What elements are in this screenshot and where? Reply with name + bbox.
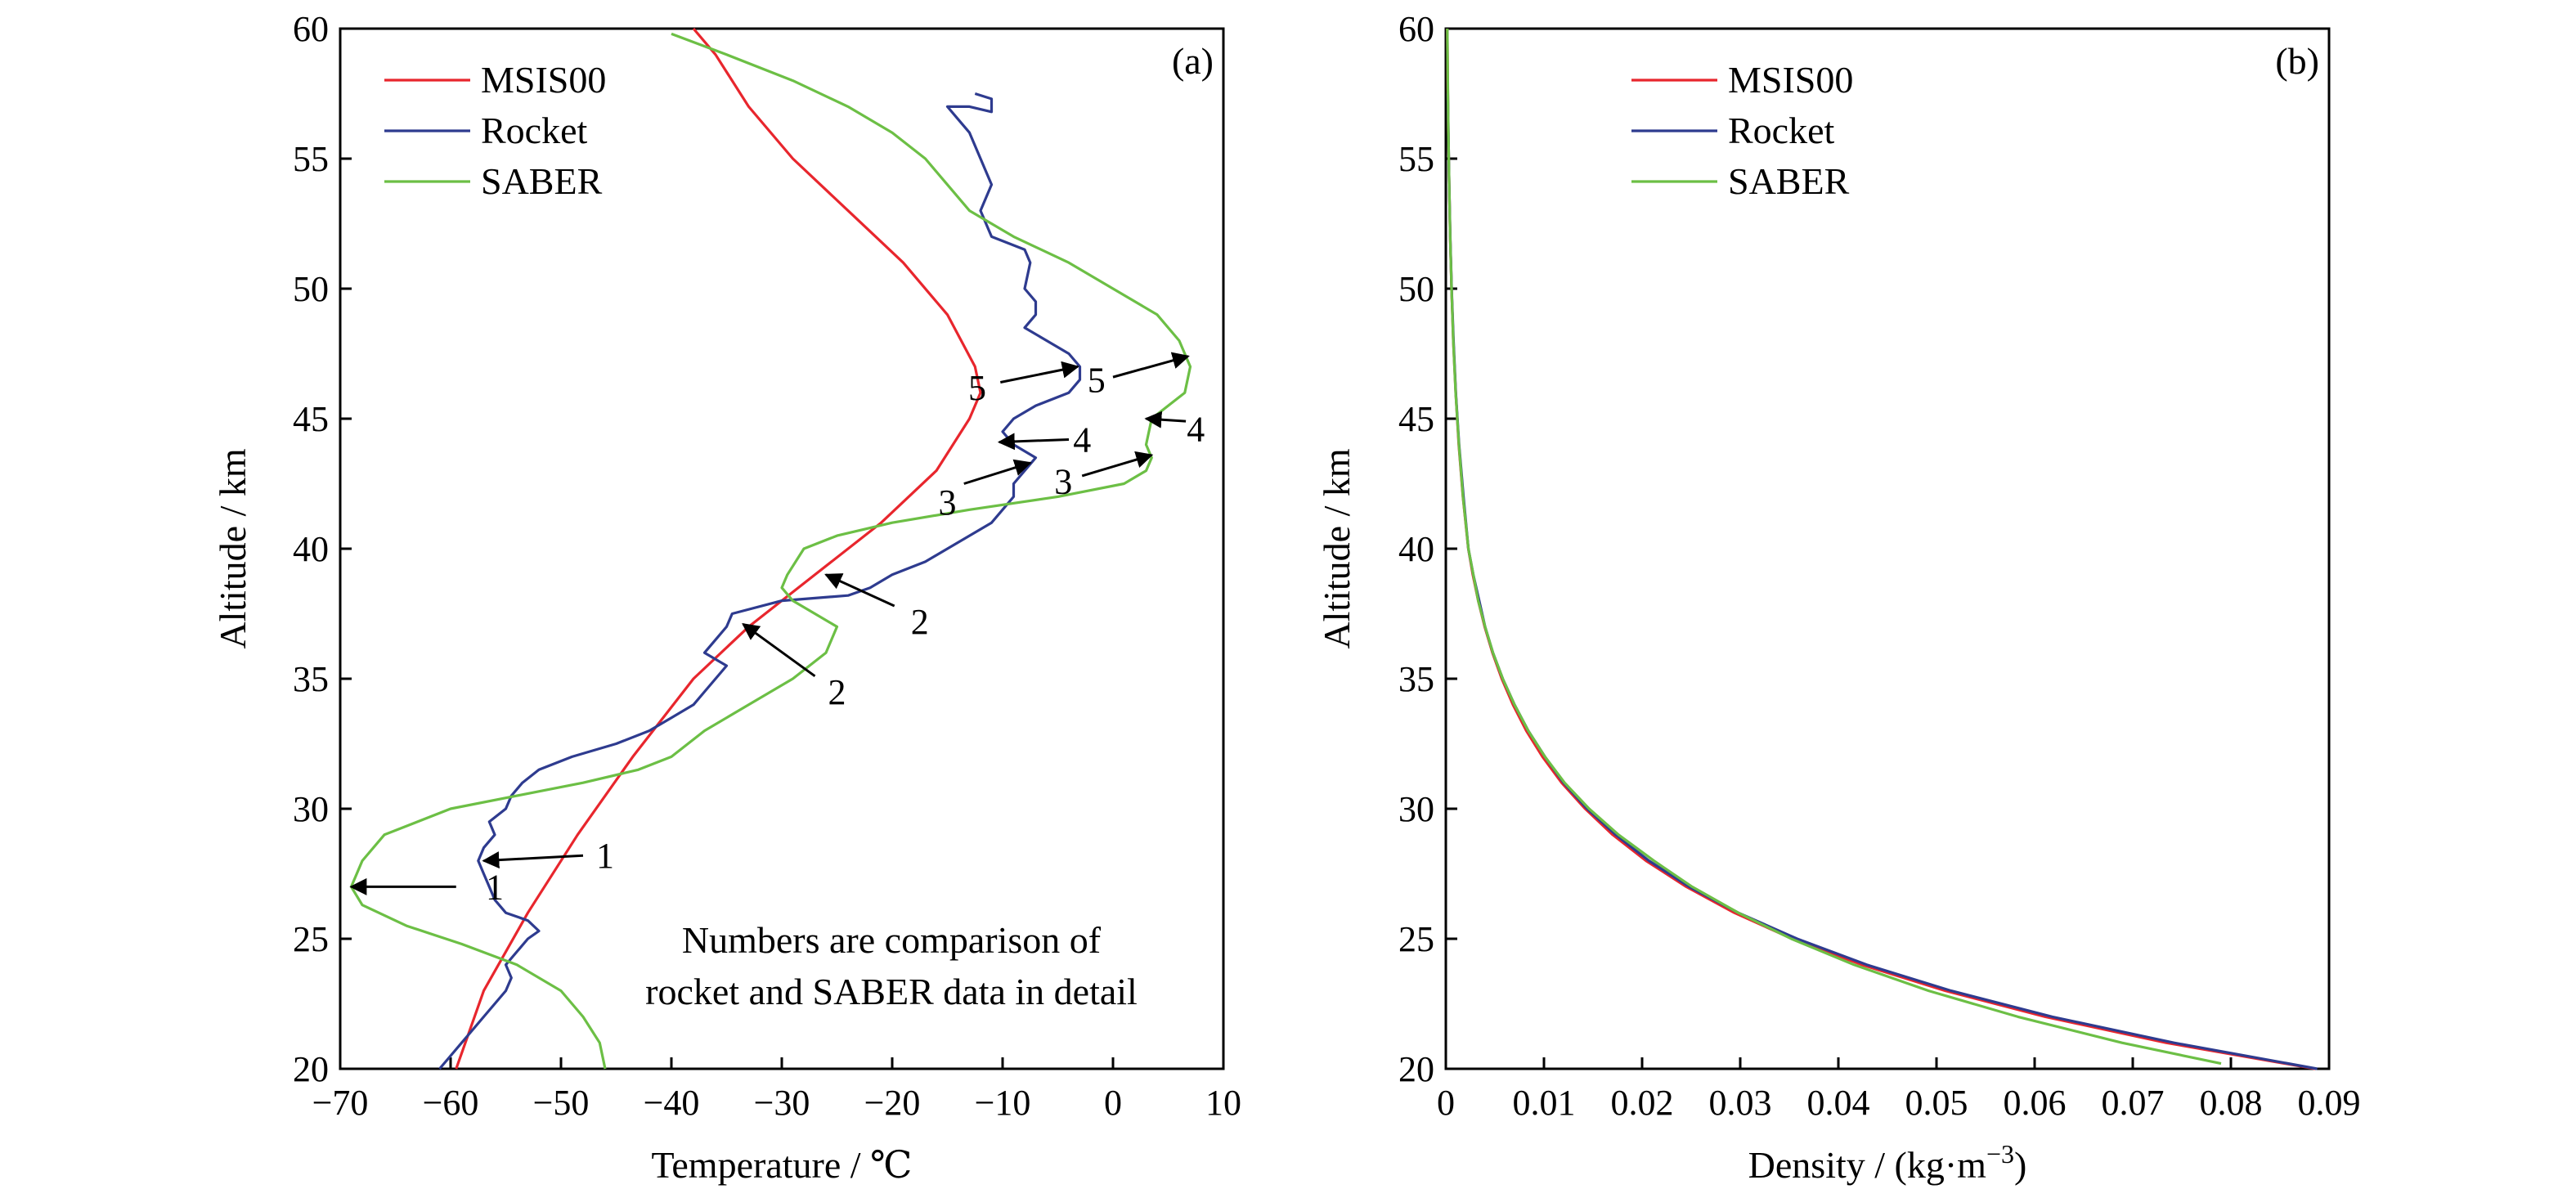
panel-a-ytick-label: 60 <box>293 9 329 49</box>
panel-a-ytick-label: 40 <box>293 529 329 569</box>
panel-a-ytick-label: 45 <box>293 399 329 439</box>
annotation-arrow-5 <box>1112 352 1190 379</box>
panel-b-series-rocket <box>1446 93 2318 1070</box>
panel-a-series-saber <box>349 32 1192 1070</box>
panel-a-note-line-2: rocket and SABER data in detail <box>645 971 1138 1012</box>
annotation-arrow-3 <box>963 459 1032 485</box>
panel-b-legend: MSIS00 Rocket SABER <box>1631 59 1853 202</box>
panel-b-legend-label-saber: SABER <box>1728 160 1850 202</box>
panel-b-ytick-label: 35 <box>1398 659 1434 699</box>
panel-a-series <box>349 27 1192 1070</box>
panel-b-ytick-label: 45 <box>1398 399 1434 439</box>
panel-b-xtick-label: 0.08 <box>2200 1083 2263 1123</box>
panel-a-xlabel: Temperature / ℃ <box>652 1144 913 1186</box>
panel-b-ytick-label: 20 <box>1398 1049 1434 1089</box>
panel-a-note-line-1: Numbers are comparison of <box>682 919 1102 961</box>
annotation-label-5: 5 <box>968 368 986 408</box>
panel-b-series <box>1446 28 2318 1070</box>
annotation-arrow-4 <box>997 433 1070 451</box>
panel-b-xtick-label: 0.07 <box>2102 1083 2165 1123</box>
panel-b-series-msis00 <box>1446 28 2316 1070</box>
panel-b-ytick-label: 60 <box>1398 9 1434 49</box>
panel-b-ylabel: Altitude / km <box>1316 448 1358 649</box>
annotation-arrow-1 <box>482 851 584 869</box>
annotation-label-2: 2 <box>911 602 929 642</box>
panel-b-legend-label-msis00: MSIS00 <box>1728 59 1853 101</box>
panel-b-ticks: 0 0.01 0.02 0.03 0.04 0.05 0.06 0.07 0.08 0.09 20 2… <box>1398 9 2361 1123</box>
panel-b-xlabel-exponent: −3 <box>1986 1139 2014 1169</box>
panel-a-legend-label-rocket: Rocket <box>481 110 588 151</box>
panel-b-label: (b) <box>2275 40 2319 82</box>
annotation-label-4: 4 <box>1073 420 1091 460</box>
panel-b-legend-label-rocket: Rocket <box>1728 110 1835 151</box>
panel-a-xtick-label: −40 <box>644 1083 700 1123</box>
panel-b-xtick-label: 0.05 <box>1905 1083 1968 1123</box>
annotation-label-3: 3 <box>939 482 957 523</box>
annotation-arrow-4 <box>1144 411 1187 428</box>
panel-b-xtick-label: 0.02 <box>1611 1083 1674 1123</box>
panel-a-frame <box>339 27 1225 1070</box>
annotation-arrow-3 <box>1081 451 1154 478</box>
panel-a-ticks: −70 −60 −50 −40 −30 −20 −10 0 102025303540455055… <box>293 9 1241 1123</box>
annotation-arrow-2 <box>824 573 895 608</box>
panel-b-xlabel: Density / (kg·m−3) <box>1748 1139 2027 1186</box>
panel-a-legend-label-saber: SABER <box>481 160 603 202</box>
panel-b-ytick-label: 30 <box>1398 789 1434 829</box>
panel-b-xtick-label: 0.06 <box>2004 1083 2067 1123</box>
annotation-label-5: 5 <box>1088 360 1106 400</box>
panel-b-xtick-label: 0.01 <box>1513 1083 1576 1123</box>
panel-b-xlabel-close: ) <box>2014 1144 2026 1186</box>
panel-a-xtick-label: 10 <box>1205 1083 1241 1123</box>
panel-b-xtick-label: 0.04 <box>1807 1083 1870 1123</box>
panel-a-legend-label-msis00: MSIS00 <box>481 59 606 101</box>
panel-a-xtick-label: −10 <box>975 1083 1031 1123</box>
panel-b-frame <box>1444 27 2331 1070</box>
panel-a: −70 −60 −50 −40 −30 −20 −10 0 102025303540455055… <box>212 9 1241 1186</box>
panel-b-series-saber <box>1446 28 2222 1066</box>
panel-a-series-rocket <box>438 92 1082 1070</box>
panel-b-xlabel-text: Density / (kg·m <box>1748 1144 1987 1186</box>
panel-a-ytick-label: 20 <box>293 1049 329 1089</box>
panel-a-ytick-label: 30 <box>293 789 329 829</box>
annotation-label-2: 2 <box>828 672 846 712</box>
panel-b-xtick-label: 0.09 <box>2298 1083 2361 1123</box>
panel-b: 0 0.01 0.02 0.03 0.04 0.05 0.06 0.07 0.08 0.09 20 2… <box>1316 9 2361 1186</box>
annotation-label-4: 4 <box>1187 410 1205 450</box>
panel-a-xtick-label: −50 <box>533 1083 590 1123</box>
panel-a-ytick-label: 35 <box>293 659 329 699</box>
panel-a-ytick-label: 25 <box>293 919 329 959</box>
annotation-label-3: 3 <box>1054 461 1072 501</box>
panel-a-series-msis00 <box>455 27 982 1070</box>
panel-b-ytick-label: 50 <box>1398 269 1434 309</box>
panel-a-ytick-label: 55 <box>293 139 329 179</box>
annotation-label-1: 1 <box>596 836 614 876</box>
panel-a-ylabel: Altitude / km <box>212 448 254 649</box>
panel-b-xtick-label: 0.03 <box>1709 1083 1772 1123</box>
panel-a-label: (a) <box>1172 40 1214 82</box>
panel-a-ytick-label: 50 <box>293 269 329 309</box>
panel-a-legend: MSIS00 Rocket SABER <box>384 59 606 202</box>
panel-b-ytick-label: 55 <box>1398 139 1434 179</box>
panel-a-xtick-label: −70 <box>312 1083 369 1123</box>
annotation-arrow-5 <box>1000 361 1079 384</box>
panel-b-xtick-label: 0 <box>1437 1083 1455 1123</box>
annotation-label-1: 1 <box>486 867 504 907</box>
panel-b-ytick-label: 40 <box>1398 529 1434 569</box>
annotation-arrow-2 <box>742 622 816 678</box>
panel-a-xtick-label: 0 <box>1104 1083 1122 1123</box>
panel-b-ytick-label: 25 <box>1398 919 1434 959</box>
panel-a-xtick-label: −60 <box>423 1083 479 1123</box>
panel-a-xtick-label: −30 <box>754 1083 810 1123</box>
panel-a-xtick-label: −20 <box>864 1083 921 1123</box>
